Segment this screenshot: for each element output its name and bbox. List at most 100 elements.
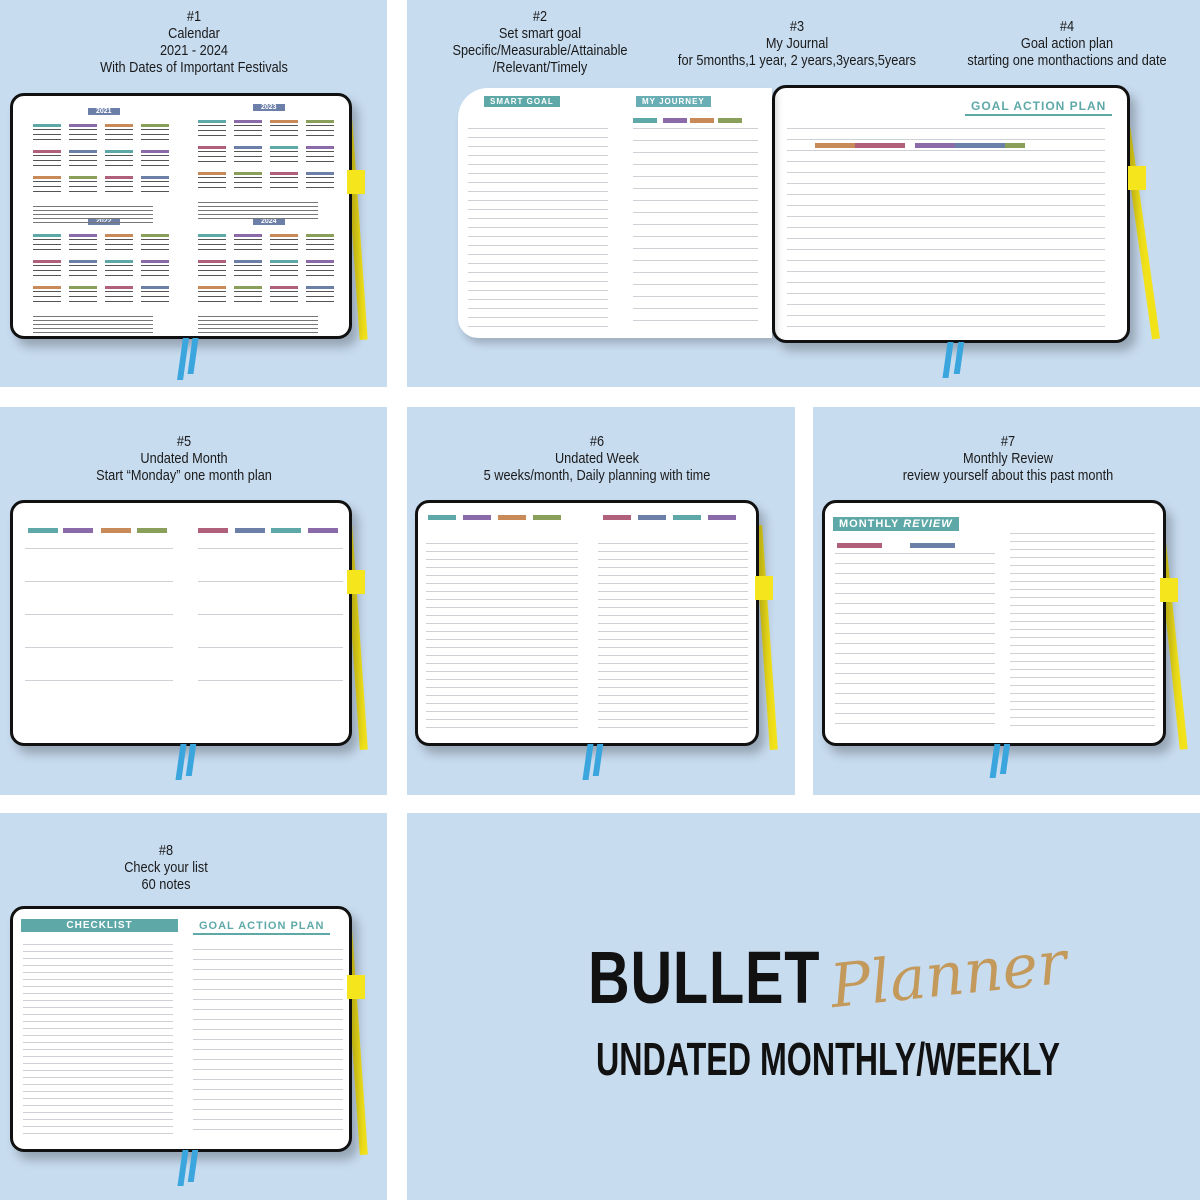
festival-row bbox=[198, 320, 318, 321]
ruled-line bbox=[598, 623, 748, 624]
day-row bbox=[141, 134, 169, 135]
panel-title: #3 My Journal for 5months,1 year, 2 years,… bbox=[627, 18, 967, 69]
ruled-line bbox=[787, 227, 1105, 228]
notebook: MONTHLY REVIEW bbox=[822, 500, 1166, 746]
day-row bbox=[270, 182, 298, 183]
day-row bbox=[141, 249, 169, 250]
color-band bbox=[915, 143, 965, 148]
color-band bbox=[198, 528, 228, 533]
ruled-line bbox=[598, 543, 748, 544]
panel-line: /Relevant/Timely bbox=[492, 59, 588, 76]
ruled-line bbox=[468, 290, 608, 291]
ruled-line bbox=[23, 1098, 173, 1099]
color-band bbox=[955, 143, 1005, 148]
day-row bbox=[69, 139, 97, 140]
day-row bbox=[234, 177, 262, 178]
day-row bbox=[105, 129, 133, 130]
ruled-line bbox=[787, 326, 1105, 327]
ruled-line bbox=[1010, 613, 1155, 614]
ruled-line bbox=[468, 218, 608, 219]
day-row bbox=[141, 301, 169, 302]
color-band bbox=[633, 118, 657, 123]
ruled-line bbox=[835, 653, 995, 654]
day-row bbox=[306, 156, 334, 157]
day-row bbox=[69, 181, 97, 182]
ruled-line bbox=[598, 647, 748, 648]
month-band bbox=[234, 172, 262, 175]
panel-line: Monthly Review bbox=[963, 450, 1053, 467]
panel-title: #5 Undated Month Start “Monday” one month … bbox=[14, 433, 354, 484]
page: SMART GOAL MY JOURNEY bbox=[458, 88, 772, 338]
ruled-line bbox=[193, 969, 343, 970]
ruled-line bbox=[633, 212, 758, 213]
ruled-line bbox=[1010, 533, 1155, 534]
ruled-line bbox=[468, 263, 608, 264]
day-row bbox=[270, 301, 298, 302]
day-row bbox=[306, 270, 334, 271]
panel-number: #8 bbox=[158, 842, 174, 859]
month-band bbox=[234, 286, 262, 289]
ruled-line bbox=[468, 308, 608, 309]
ruled-line bbox=[598, 679, 748, 680]
ruled-line bbox=[835, 683, 995, 684]
ruled-line bbox=[426, 559, 578, 560]
ruled-line bbox=[633, 320, 758, 321]
day-row bbox=[141, 181, 169, 182]
day-row bbox=[234, 125, 262, 126]
day-row bbox=[306, 182, 334, 183]
ruled-line bbox=[598, 615, 748, 616]
panel bbox=[407, 813, 1200, 1200]
ruled-line bbox=[598, 719, 748, 720]
day-row bbox=[234, 182, 262, 183]
day-row bbox=[270, 125, 298, 126]
day-row bbox=[306, 244, 334, 245]
notebook: 2021 2023 2022 2024 bbox=[10, 93, 352, 339]
festival-row bbox=[198, 324, 318, 325]
ruled-line bbox=[426, 727, 578, 728]
day-row bbox=[306, 301, 334, 302]
ruled-line bbox=[25, 647, 173, 648]
ruled-line bbox=[468, 155, 608, 156]
ruled-line bbox=[598, 671, 748, 672]
ruled-line bbox=[1010, 693, 1155, 694]
day-row bbox=[306, 151, 334, 152]
ruled-line bbox=[598, 575, 748, 576]
ruled-line bbox=[426, 687, 578, 688]
month-band bbox=[33, 260, 61, 263]
day-row bbox=[234, 239, 262, 240]
ruled-line bbox=[25, 680, 173, 681]
month-band bbox=[141, 286, 169, 289]
page-heading: CHECKLIST bbox=[21, 919, 178, 932]
ruled-line bbox=[23, 951, 173, 952]
month-band bbox=[105, 150, 133, 153]
ruled-line bbox=[193, 949, 343, 950]
color-band bbox=[718, 118, 742, 123]
ruled-line bbox=[598, 695, 748, 696]
day-row bbox=[306, 130, 334, 131]
ruled-line bbox=[193, 1049, 343, 1050]
heading-text: REVIEW bbox=[903, 518, 953, 530]
ruled-line bbox=[598, 711, 748, 712]
ruled-line bbox=[23, 1035, 173, 1036]
month-band bbox=[198, 146, 226, 149]
day-row bbox=[141, 160, 169, 161]
ruled-line bbox=[787, 183, 1105, 184]
notebook: CHECKLIST GOAL ACTION PLAN bbox=[10, 906, 352, 1152]
day-row bbox=[270, 291, 298, 292]
ruled-line bbox=[23, 1056, 173, 1057]
ruled-line bbox=[787, 161, 1105, 162]
ruled-line bbox=[23, 1042, 173, 1043]
ruled-line bbox=[835, 723, 995, 724]
day-row bbox=[33, 155, 61, 156]
ruled-line bbox=[835, 573, 995, 574]
ruled-line bbox=[835, 693, 995, 694]
day-row bbox=[105, 265, 133, 266]
color-band bbox=[690, 118, 714, 123]
month-band bbox=[306, 146, 334, 149]
ruled-line bbox=[598, 727, 748, 728]
day-row bbox=[105, 191, 133, 192]
ruled-line bbox=[835, 583, 995, 584]
day-row bbox=[69, 244, 97, 245]
ruled-line bbox=[835, 713, 995, 714]
